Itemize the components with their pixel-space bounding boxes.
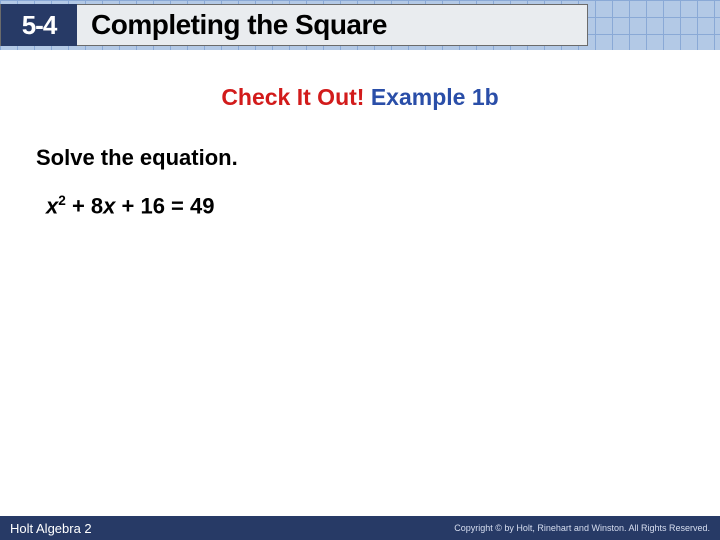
slide-footer: Holt Algebra 2 Copyright © by Holt, Rine…	[0, 516, 720, 540]
slide-content: Check It Out! Example 1b Solve the equat…	[0, 54, 720, 219]
header-bar: 5-4 Completing the Square	[0, 4, 588, 46]
subtitle-example-number: Example 1b	[364, 84, 498, 110]
lesson-title: Completing the Square	[91, 9, 387, 41]
subtitle-check-it-out: Check It Out!	[221, 84, 364, 110]
equation-var-x2: x	[103, 193, 115, 218]
footer-copyright: Copyright © by Holt, Rinehart and Winsto…	[454, 523, 710, 533]
footer-book-title: Holt Algebra 2	[10, 521, 92, 536]
section-number-badge: 5-4	[1, 4, 77, 46]
equation: x2 + 8x + 16 = 49	[46, 193, 684, 219]
example-subtitle: Check It Out! Example 1b	[36, 84, 684, 111]
equation-tail: + 16 = 49	[115, 193, 214, 218]
equation-mid: + 8	[66, 193, 103, 218]
equation-exponent: 2	[58, 193, 66, 208]
equation-var-x1: x	[46, 193, 58, 218]
instruction-text: Solve the equation.	[36, 145, 684, 171]
slide-header: 5-4 Completing the Square	[0, 0, 720, 54]
